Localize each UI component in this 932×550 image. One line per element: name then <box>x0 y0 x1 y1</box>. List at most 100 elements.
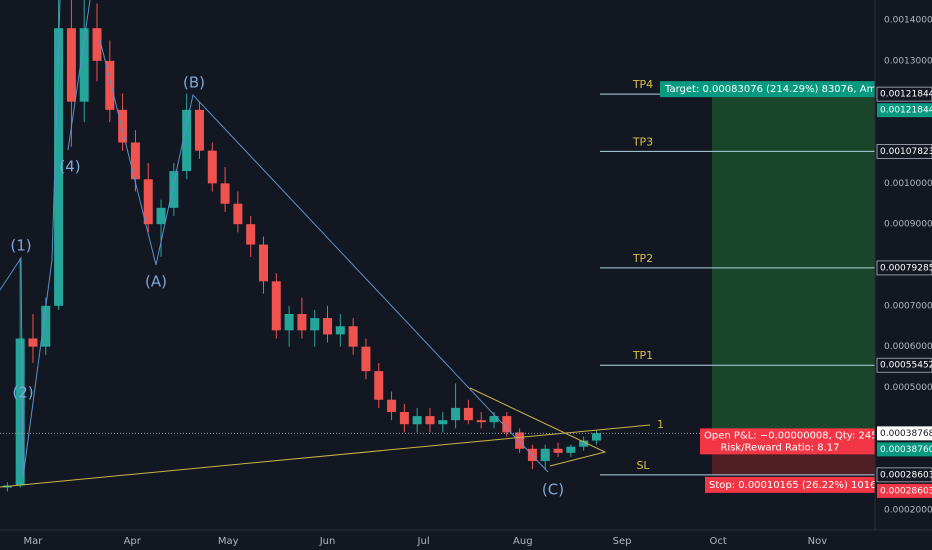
candle-body <box>553 448 563 453</box>
target-text: Target: 0.00083076 (214.29%) 83076, Amou… <box>664 84 895 95</box>
price-tag-label: 0.00107823 <box>880 147 932 157</box>
wave-label: (A) <box>145 273 167 291</box>
price-tag-label: 0.00121844 <box>880 106 932 116</box>
price-tag <box>877 426 932 441</box>
candle-body <box>438 420 448 425</box>
price-tag <box>877 103 932 118</box>
triangle-line <box>469 387 607 467</box>
price-tag-label: 0.00038760 <box>880 445 932 455</box>
wave-label: (2) <box>12 384 33 402</box>
price-tag-label: 0.00028603 <box>880 470 932 480</box>
level-label: TP1 <box>632 349 653 362</box>
candle-body <box>463 407 473 421</box>
candle-body <box>41 305 51 347</box>
candle-body <box>451 407 461 421</box>
candle-body <box>143 179 153 225</box>
candle-body <box>566 446 576 453</box>
profit-zone <box>712 94 875 434</box>
x-tick-label: Jul <box>417 536 430 547</box>
candle-body <box>310 318 320 331</box>
candle-body <box>105 60 115 110</box>
x-tick-label: Jun <box>319 536 336 547</box>
candle-body <box>374 371 384 400</box>
price-tag-label: 0.00121844 <box>880 90 932 100</box>
candle-body <box>425 416 435 425</box>
price-tag <box>877 483 932 498</box>
candle-body <box>15 338 25 486</box>
rr-text: Risk/Reward Ratio: 8.17 <box>720 442 839 453</box>
level-label: TP2 <box>632 252 653 265</box>
candle-body <box>335 326 345 335</box>
level-label: TP4 <box>632 78 653 91</box>
stop-text: Stop: 0.00010165 (26.22%) 10165, Amoun <box>709 480 925 491</box>
price-tag-label: 0.00055452 <box>880 361 932 371</box>
x-tick-label: Nov <box>808 536 828 547</box>
candle-body <box>246 224 256 245</box>
candle-body <box>348 326 358 347</box>
candle-body <box>502 416 512 433</box>
candle-body <box>297 313 307 331</box>
candle-body <box>130 142 140 180</box>
candle-body <box>591 433 601 441</box>
candle-body <box>54 28 64 306</box>
candle-body <box>284 313 294 331</box>
candle-body <box>323 318 333 335</box>
price-tag <box>876 260 932 276</box>
wave-label: (C) <box>542 481 564 499</box>
wave-label: (4) <box>59 158 80 176</box>
candle-body <box>92 28 102 61</box>
stop-box <box>705 476 875 493</box>
x-tick-label: Sep <box>613 536 632 547</box>
candle-body <box>476 420 486 423</box>
candle-body <box>233 203 243 225</box>
x-tick-label: Oct <box>709 536 726 547</box>
x-tick-label: Mar <box>24 536 44 547</box>
price-tag <box>876 86 932 102</box>
x-tick-label: May <box>218 536 239 547</box>
x-tick-label: Apr <box>124 536 142 547</box>
candle-body <box>515 432 525 449</box>
y-tick-label: 0.00020000 <box>884 505 932 515</box>
candle-body <box>194 109 204 151</box>
price-tag <box>877 442 932 457</box>
candle-body <box>579 440 589 447</box>
candle-body <box>412 416 422 425</box>
x-tick-label: Aug <box>513 536 533 547</box>
candle-body <box>399 411 409 425</box>
candle-body <box>540 448 550 461</box>
price-tag <box>876 143 932 159</box>
level-label: TP3 <box>632 135 653 148</box>
wave-label: (1) <box>10 237 31 255</box>
candle-body <box>156 207 166 225</box>
wave-line <box>99 39 549 473</box>
price-tag <box>876 467 932 483</box>
candle-body <box>118 109 128 143</box>
candle-body <box>271 281 281 331</box>
wave-label: (B) <box>183 74 205 92</box>
candle-body <box>258 244 268 282</box>
drawings <box>0 0 651 488</box>
price-tag <box>876 357 932 373</box>
candle-body <box>207 150 217 184</box>
candle-body <box>28 338 38 347</box>
candle-body <box>387 399 397 412</box>
fib-label: 1 <box>657 418 664 431</box>
wave-line <box>67 0 91 151</box>
pnl-box <box>700 428 875 455</box>
price-tag-label: 0.00038768 <box>880 429 932 439</box>
candle-body <box>182 109 192 172</box>
candle-body <box>361 346 371 372</box>
wave-line <box>0 0 61 479</box>
candle-body <box>489 416 499 423</box>
candle-body <box>169 171 179 208</box>
price-tag-label: 0.00079285 <box>880 263 932 273</box>
fib-line <box>0 424 651 488</box>
